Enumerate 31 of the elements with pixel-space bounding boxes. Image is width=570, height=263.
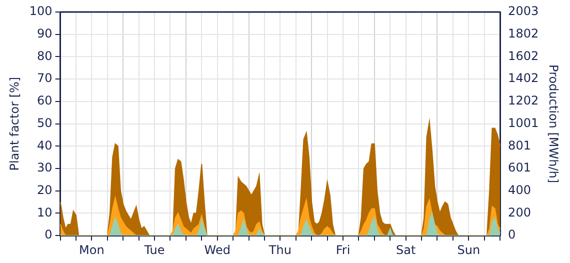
y2-tick-label: 1402 (508, 71, 539, 86)
y2-tick-label: 200 (508, 205, 531, 220)
y2-tick-label: 0 (508, 228, 516, 242)
y-tick-label: 40 (37, 138, 52, 152)
x-tick-label: Tue (143, 242, 165, 257)
y2-tick-label: 801 (508, 138, 531, 152)
y-tick-label: 90 (37, 26, 52, 40)
x-tick-label: Thu (268, 242, 292, 257)
y-axis-title: Plant factor [%] (7, 76, 22, 171)
y-tick-label: 0 (44, 228, 52, 242)
y-tick-label: 60 (37, 94, 52, 108)
x-tick-label: Mon (79, 242, 104, 257)
y-tick-label: 50 (37, 116, 52, 130)
y2-tick-label: 400 (508, 183, 531, 198)
y-tick-label: 70 (37, 71, 52, 86)
x-tick-label: Wed (204, 242, 230, 257)
x-tick-label: Sat (396, 242, 416, 257)
y2-tick-label: 1802 (508, 26, 539, 41)
y-tick-label: 100 (29, 4, 52, 18)
y-tick-label: 30 (37, 160, 52, 175)
y2-tick-label: 1001 (508, 116, 539, 130)
y-tick-label: 10 (37, 205, 52, 220)
y-tick-label: 20 (37, 183, 52, 198)
y-tick-label: 80 (37, 48, 52, 63)
y2-tick-label: 2003 (508, 4, 539, 18)
y2-axis-title: Production [MWh/h] (546, 64, 561, 184)
y2-tick-label: 1202 (508, 94, 539, 108)
y2-tick-label: 1602 (508, 48, 539, 63)
x-tick-label: Sun (457, 242, 480, 257)
x-tick-label: Fri (336, 242, 350, 257)
y2-tick-label: 601 (508, 160, 531, 175)
